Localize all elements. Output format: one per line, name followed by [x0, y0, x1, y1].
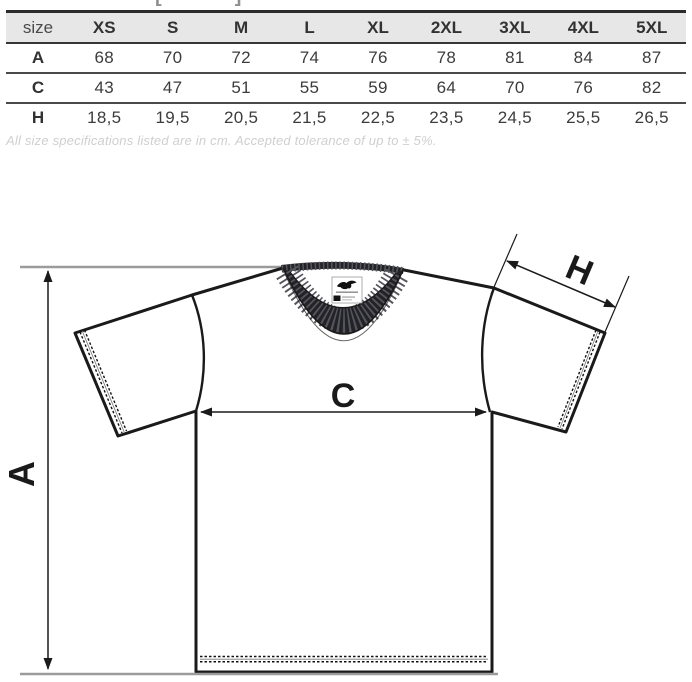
collar-inner-seam	[289, 271, 397, 309]
cuff-stitching-left	[79, 329, 128, 434]
dimension-line-a: A	[1, 270, 53, 670]
dimension-line-c: C	[200, 377, 487, 417]
header-cell-2xl: 2XL	[430, 17, 463, 37]
size-cell: 84	[573, 48, 594, 67]
size-cell: 72	[231, 48, 251, 67]
header-cell-xs: XS	[92, 17, 116, 37]
collar	[276, 261, 409, 342]
bird-logo-icon	[337, 280, 357, 290]
row-label: H	[31, 108, 45, 127]
header-cell-5xl: 5XL	[636, 17, 668, 37]
dimension-a-label: A	[1, 461, 42, 487]
size-cell: 18,5	[87, 108, 122, 127]
table-row-h: H 18,5 19,5 20,5 21,5 22,5 23,5 24,5 25,…	[6, 104, 686, 132]
size-cell: 74	[299, 48, 320, 67]
row-label: A	[31, 48, 45, 67]
size-cell: 43	[94, 78, 114, 97]
size-cell: 24,5	[497, 108, 533, 127]
size-cell: 78	[436, 48, 457, 67]
size-cell: 21,5	[292, 108, 327, 127]
size-cell: 55	[299, 78, 320, 97]
header-cell-4xl: 4XL	[567, 17, 599, 37]
table-row-c: C 43 47 51 55 59 64 70 76 82	[6, 74, 686, 104]
clipped-heading-text: [ ]	[155, 0, 375, 6]
collar-under-seam	[284, 273, 402, 342]
size-cell: 19,5	[155, 108, 190, 127]
size-cell: 70	[162, 48, 183, 67]
size-cell: 26,5	[634, 108, 669, 127]
row-label: C	[31, 78, 45, 97]
dimension-c-label: C	[331, 377, 356, 415]
size-cell: 68	[94, 48, 114, 67]
size-cell: 47	[162, 78, 183, 97]
size-cell: 70	[505, 78, 525, 97]
size-cell: 81	[505, 48, 525, 67]
size-cell: 76	[573, 78, 594, 97]
size-cell: 82	[642, 78, 662, 97]
header-cell-l: L	[304, 17, 315, 37]
size-cell: 25,5	[566, 108, 601, 127]
size-cell: 20,5	[223, 108, 259, 127]
header-cell-m: M	[234, 17, 249, 37]
cuff-stitching-right	[557, 329, 601, 430]
collar-outer-seam	[282, 267, 404, 335]
hem-stitching	[200, 655, 488, 663]
size-cell: 87	[642, 48, 662, 67]
size-cell: 64	[436, 78, 457, 97]
table-row-a: A 68 70 72 74 76 78 81 84 87	[6, 44, 686, 74]
size-table: size XS S M L XL 2XL 3XL 4XL 5XL A 68 70…	[6, 10, 686, 132]
extension-line-h1	[490, 233, 518, 295]
table-note: All size specifications listed are in cm…	[6, 133, 437, 148]
armhole-seam-left	[190, 294, 206, 412]
size-cell: 23,5	[429, 108, 464, 127]
size-cell: 51	[231, 78, 251, 97]
header-cell-s: S	[166, 17, 179, 37]
table-header-row: size XS S M L XL 2XL 3XL 4XL 5XL	[6, 13, 686, 44]
header-cell-3xl: 3XL	[499, 17, 531, 37]
size-cell: 59	[368, 78, 388, 97]
armhole-seam-right	[480, 287, 496, 413]
header-cell-xl: XL	[367, 17, 389, 37]
clipped-heading: [ ]	[155, 0, 375, 6]
brand-label	[331, 276, 363, 304]
extension-line-h2	[601, 275, 630, 340]
size-cell: 76	[368, 48, 388, 67]
size-cell: 22,5	[360, 108, 396, 127]
header-cell-size: size	[22, 17, 54, 37]
